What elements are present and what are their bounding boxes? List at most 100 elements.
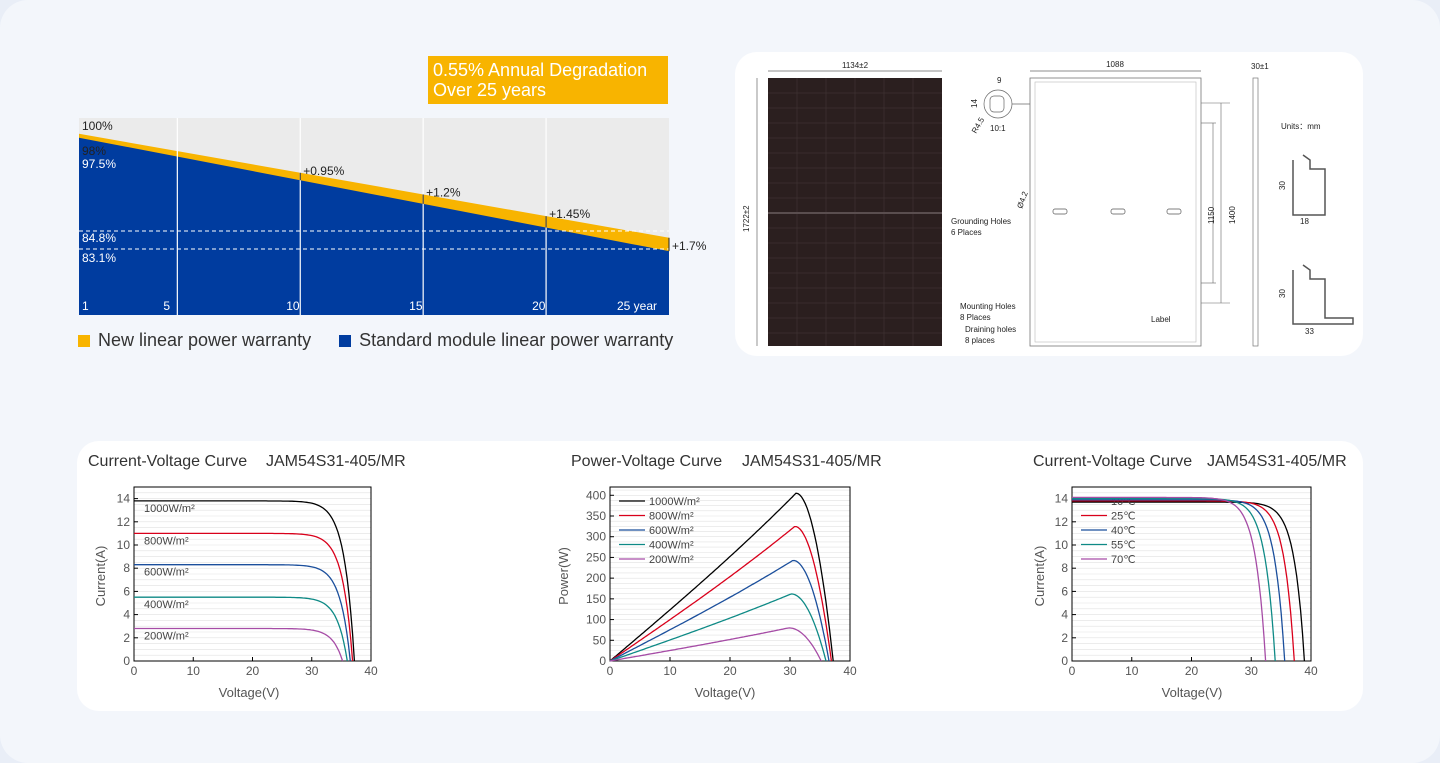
warranty-banner-line1: 0.55% Annual Degradation	[433, 60, 647, 80]
label-97-5-percent: 97.5%	[82, 157, 116, 171]
gap-label: +1.2%	[426, 185, 461, 199]
series-label: 400W/m²	[144, 599, 189, 611]
x-tick-label: 10	[187, 664, 201, 678]
y-tick-label: 0	[599, 654, 606, 668]
y-tick-label: 2	[123, 631, 130, 645]
series-curve	[609, 559, 830, 662]
x-tick-label: 30	[783, 664, 797, 678]
detail-circle	[983, 89, 1013, 119]
profile2-height: 30	[1278, 289, 1287, 298]
legend-label: 25℃	[1111, 511, 1136, 523]
legend-swatch-standard	[339, 334, 352, 347]
y-tick-label: 4	[1061, 608, 1068, 622]
x-tick-label: 0	[131, 664, 138, 678]
units-label: Units：mm	[1281, 122, 1321, 131]
label-100-percent: 100%	[82, 119, 113, 133]
profile2-width: 33	[1305, 327, 1314, 336]
series-curve	[1072, 499, 1286, 662]
y-tick-label: 2	[1061, 631, 1068, 645]
x-tick-label: 10	[286, 299, 300, 313]
chart-title: Power-Voltage Curve	[571, 453, 722, 470]
x-tick-label: 20	[1185, 664, 1199, 678]
x-axis-label: Voltage(V)	[1162, 685, 1223, 700]
y-tick-label: 6	[123, 584, 130, 598]
grounding-holes-line1: Grounding Holes	[951, 217, 1011, 226]
hole-diameter: Ø4.2	[1015, 190, 1030, 210]
legend-label: 600W/m²	[649, 525, 694, 537]
x-tick-label: 0	[1069, 664, 1076, 678]
y-tick-label: 12	[1055, 515, 1069, 529]
dim-thickness: 30±1	[1251, 62, 1269, 71]
series-curve	[1072, 500, 1295, 662]
warranty-legend: New linear power warranty Standard modul…	[78, 330, 673, 351]
warranty-chart: 0.55% Annual Degradation Over 25 years 1…	[79, 56, 707, 315]
label-83-1-percent: 83.1%	[82, 251, 116, 265]
y-tick-label: 100	[586, 613, 606, 627]
draining-holes-line1: Draining holes	[965, 325, 1016, 334]
x-tick-label: 15	[409, 299, 423, 313]
x-tick-label: 20	[723, 664, 737, 678]
warranty-banner	[428, 56, 668, 104]
series-label: 1000W/m²	[144, 503, 195, 515]
x-tick-label: 40	[1304, 664, 1318, 678]
x-tick-label: 20	[532, 299, 546, 313]
y-tick-label: 150	[586, 592, 606, 606]
y-tick-label: 8	[123, 561, 130, 575]
y-tick-label: 14	[1055, 492, 1069, 506]
detail-scale: 10:1	[990, 124, 1006, 133]
chart-model: JAM54S31-405/MR	[742, 453, 882, 470]
chart-model: JAM54S31-405/MR	[1207, 453, 1347, 470]
x-axis-label: Voltage(V)	[695, 685, 756, 700]
label-98-percent: 98%	[82, 144, 106, 158]
y-tick-label: 50	[593, 633, 607, 647]
series-curve	[609, 492, 834, 662]
series-curve	[134, 627, 344, 662]
dim-height: 1722±2	[742, 205, 751, 232]
legend-label: 800W/m²	[649, 511, 694, 523]
detail-dim-9: 9	[997, 76, 1002, 85]
legend-label: 400W/m²	[649, 540, 694, 552]
draining-holes-line2: 8 places	[965, 336, 995, 345]
y-tick-label: 10	[1055, 538, 1069, 552]
y-tick-label: 10	[117, 538, 131, 552]
x-tick-label: 40	[843, 664, 857, 678]
series-curve	[134, 596, 348, 662]
y-tick-label: 0	[123, 654, 130, 668]
series-curve	[609, 593, 827, 662]
y-tick-label: 4	[123, 608, 130, 622]
y-tick-label: 250	[586, 550, 606, 564]
legend-label: 200W/m²	[649, 554, 694, 566]
iv-temperature-chart: Current-Voltage Curve JAM54S31-405/MR 0 1…	[1032, 453, 1347, 700]
y-tick-label: 14	[117, 492, 131, 506]
x-tick-label: 20	[246, 664, 260, 678]
curves-card	[77, 441, 1363, 711]
x-tick-label: 10	[663, 664, 677, 678]
dim-width: 1134±2	[842, 61, 869, 70]
legend-label: 55℃	[1111, 540, 1136, 552]
series-curve	[134, 532, 354, 662]
series-label: 600W/m²	[144, 567, 189, 579]
y-tick-label: 350	[586, 509, 606, 523]
x-tick-label: 40	[364, 664, 378, 678]
series-label: 800W/m²	[144, 535, 189, 547]
x-tick-label: 10	[1125, 664, 1139, 678]
gap-label: +0.95%	[303, 164, 344, 178]
x-tick-label: 25 year	[617, 299, 657, 313]
dim-1150: 1150	[1207, 206, 1216, 224]
label-marker: Label	[1151, 315, 1171, 324]
profile1-height: 30	[1278, 181, 1287, 190]
gap-label: +1.7%	[672, 239, 707, 253]
y-tick-label: 300	[586, 530, 606, 544]
y-tick-label: 0	[1061, 654, 1068, 668]
y-axis-label: Current(A)	[1032, 546, 1047, 607]
series-curve	[1072, 497, 1276, 662]
grounding-holes-line2: 6 Places	[951, 228, 982, 237]
y-tick-label: 6	[1061, 584, 1068, 598]
series-curve	[609, 627, 822, 662]
detail-dim-14: 14	[970, 99, 979, 108]
y-axis-label: Power(W)	[556, 547, 571, 605]
x-axis-label: Voltage(V)	[219, 685, 280, 700]
y-tick-label: 200	[586, 571, 606, 585]
y-tick-label: 12	[117, 515, 131, 529]
y-axis-label: Current(A)	[93, 546, 108, 607]
